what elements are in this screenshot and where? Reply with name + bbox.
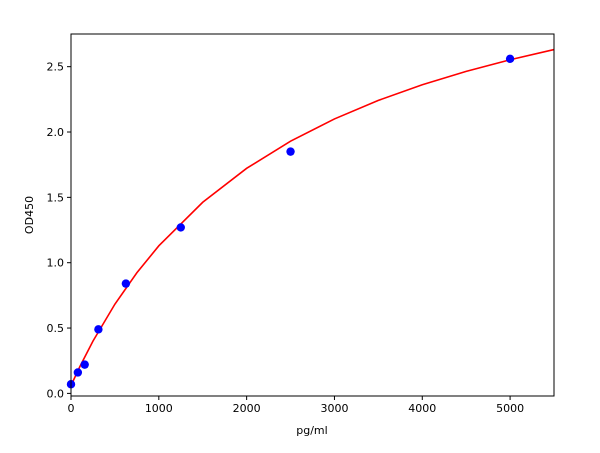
y-tick-label: 0.5 — [47, 322, 65, 335]
y-axis: 0.0 0.5 1.0 1.5 2.0 2.5 — [47, 61, 71, 400]
y-tick-label: 2.5 — [47, 61, 65, 74]
data-point — [73, 368, 83, 377]
x-tick-label: 2000 — [233, 402, 261, 415]
x-axis: 0 1000 2000 3000 4000 5000 — [68, 396, 524, 415]
data-points-layer — [66, 54, 515, 389]
x-tick-label: 4000 — [408, 402, 436, 415]
fit-curve-layer — [70, 48, 555, 386]
y-tick-label: 2.0 — [47, 126, 65, 139]
data-point — [176, 223, 185, 232]
y-tick-label: 1.5 — [47, 191, 65, 204]
x-tick-label: 5000 — [496, 402, 524, 415]
data-point — [80, 360, 89, 369]
fit-curve-line — [70, 48, 555, 386]
y-axis-label: OD450 — [23, 196, 36, 234]
x-tick-label: 3000 — [320, 402, 348, 415]
y-tick-label: 0.0 — [47, 387, 65, 400]
data-point — [121, 279, 131, 288]
x-axis-label: pg/ml — [296, 424, 327, 437]
plot-frame — [70, 33, 555, 397]
x-tick-label: 1000 — [145, 402, 173, 415]
y-tick-label: 1.0 — [47, 257, 65, 270]
x-tick-label: 0 — [68, 402, 75, 415]
data-point — [94, 325, 103, 334]
data-point — [286, 147, 295, 156]
data-point — [505, 54, 515, 64]
